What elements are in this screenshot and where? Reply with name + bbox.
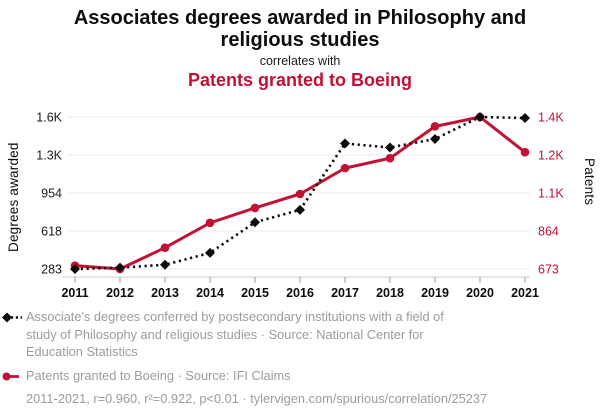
svg-text:1.3K: 1.3K bbox=[36, 148, 62, 162]
legend-item-patents: Patents granted to Boeing · Source: IFI … bbox=[2, 367, 600, 385]
svg-text:2012: 2012 bbox=[106, 286, 134, 300]
legend-item-degrees: Associate's degrees conferred by postsec… bbox=[2, 308, 600, 361]
svg-text:2018: 2018 bbox=[376, 286, 404, 300]
patents-series-marker-icon bbox=[2, 372, 19, 380]
svg-text:2020: 2020 bbox=[466, 286, 494, 300]
left-axis-title: Degrees awarded bbox=[6, 142, 21, 252]
chart-header: Associates degrees awarded in Philosophy… bbox=[0, 0, 600, 91]
svg-text:2011: 2011 bbox=[61, 286, 88, 300]
svg-text:1.1K: 1.1K bbox=[538, 187, 564, 201]
legend-label-patents: Patents granted to Boeing · Source: IFI … bbox=[26, 367, 291, 383]
svg-text:2013: 2013 bbox=[151, 286, 179, 300]
svg-text:1.2K: 1.2K bbox=[538, 149, 564, 163]
svg-text:2016: 2016 bbox=[286, 286, 314, 300]
svg-text:1.6K: 1.6K bbox=[36, 111, 62, 125]
legend-label-degrees: Associate's degrees conferred by postsec… bbox=[26, 309, 444, 359]
svg-text:618: 618 bbox=[41, 225, 62, 239]
dual-axis-line-chart: 1.6K 1.3K 954 618 283 1.4K 1.2K 1.1K 864 673 2011 2… bbox=[36, 111, 564, 301]
svg-text:673: 673 bbox=[538, 263, 559, 277]
correlates-with-text: correlates with bbox=[259, 54, 341, 68]
svg-text:864: 864 bbox=[538, 225, 559, 239]
page-title: Associates degrees awarded in Philosophy… bbox=[73, 7, 527, 51]
chart-area: 1.6K 1.3K 954 618 283 1.4K 1.2K 1.1K 864 673 2011 2… bbox=[0, 95, 600, 305]
svg-text:954: 954 bbox=[41, 186, 62, 200]
svg-text:2019: 2019 bbox=[421, 286, 449, 300]
svg-text:283: 283 bbox=[41, 263, 62, 277]
legend: Associate's degrees conferred by postsec… bbox=[0, 308, 600, 408]
degrees-series-marker-icon bbox=[2, 312, 22, 323]
svg-text:2014: 2014 bbox=[196, 286, 224, 300]
stats-footnote: 2011-2021, r=0.960, r²=0.922, p<0.01 · t… bbox=[26, 391, 488, 406]
svg-text:2021: 2021 bbox=[511, 286, 539, 300]
svg-text:2015: 2015 bbox=[241, 286, 269, 300]
right-axis-title: Patents bbox=[582, 158, 597, 206]
chart-subtitle: Patents granted to Boeing bbox=[187, 70, 412, 90]
svg-text:2017: 2017 bbox=[331, 286, 359, 300]
svg-text:1.4K: 1.4K bbox=[538, 111, 564, 125]
